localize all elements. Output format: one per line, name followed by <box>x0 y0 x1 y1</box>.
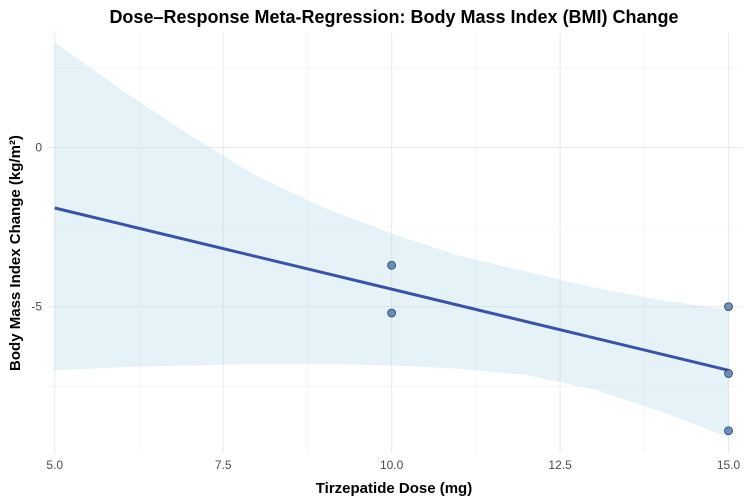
data-point <box>724 302 733 312</box>
y-tick-labels: 0 -5 <box>31 141 42 314</box>
x-axis-title: Tirzepatide Dose (mg) <box>316 480 472 497</box>
x-tick-label: 7.5 <box>215 458 232 472</box>
data-point <box>387 260 397 270</box>
data-point <box>724 369 733 378</box>
data-point <box>724 426 733 436</box>
x-tick-label: 10.0 <box>380 458 404 472</box>
x-tick-label: 5.0 <box>46 458 63 472</box>
y-axis-title: Body Mass Index Change (kg/m²) <box>7 135 24 371</box>
data-points <box>387 260 733 436</box>
y-tick-label: 0 <box>35 141 42 155</box>
grid <box>48 33 742 453</box>
y-tick-label: -5 <box>31 300 42 314</box>
x-tick-labels: 5.0 7.5 10.0 12.5 15.0 <box>46 458 740 472</box>
chart-title: Dose–Response Meta-Regression: Body Mass… <box>109 7 678 27</box>
x-tick-label: 12.5 <box>548 458 572 472</box>
data-point <box>387 308 397 318</box>
confidence-band <box>54 42 729 438</box>
x-tick-label: 15.0 <box>717 458 741 472</box>
regression-line <box>54 206 729 372</box>
